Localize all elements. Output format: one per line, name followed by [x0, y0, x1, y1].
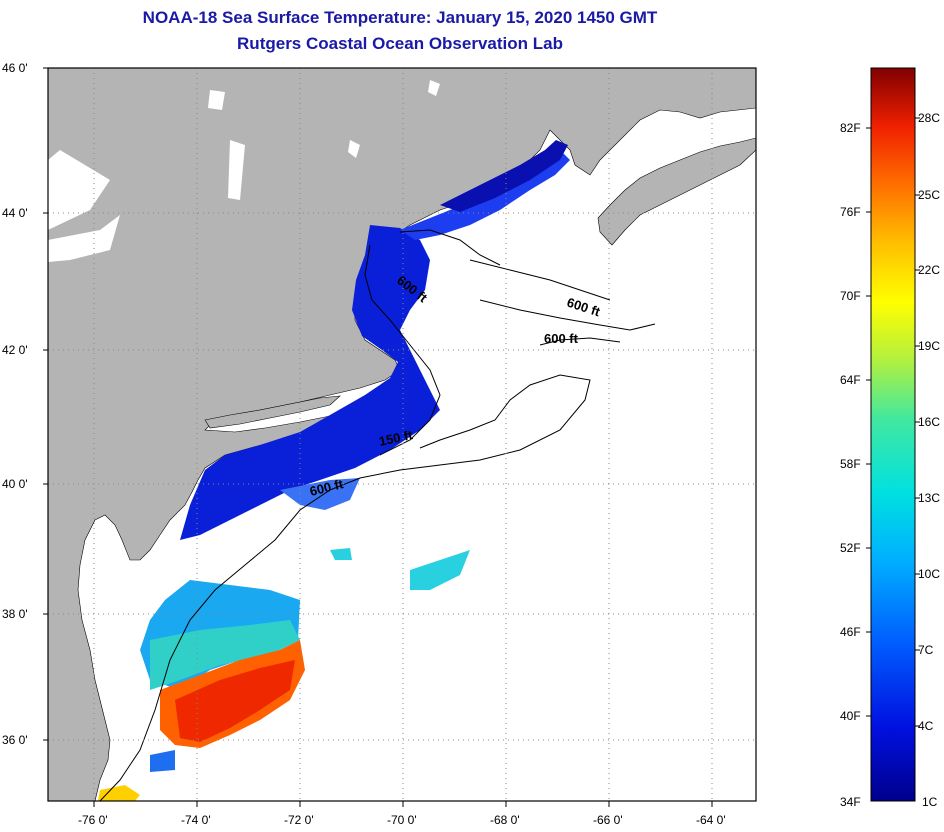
colorbar-c-label: 19C [918, 339, 940, 353]
lon-label: -64 0' [696, 813, 726, 827]
contour-label: 600 ft [544, 331, 579, 346]
map-subtitle: Rutgers Coastal Ocean Observation Lab [237, 34, 563, 53]
colorbar-c-label: 22C [918, 263, 940, 277]
lon-label: -76 0' [78, 813, 108, 827]
colorbar-f-label: 64F [840, 373, 861, 387]
colorbar-f-label: 58F [840, 457, 861, 471]
lon-label: -74 0' [181, 813, 211, 827]
colorbar-c-label: 7C [918, 643, 934, 657]
lat-label: 38 0' [2, 607, 28, 621]
colorbar-c-label: 25C [918, 188, 940, 202]
lat-label: 36 0' [2, 733, 28, 747]
map-title: NOAA-18 Sea Surface Temperature: January… [142, 8, 658, 27]
colorbar-f-label: 52F [840, 541, 861, 555]
lat-label: 40 0' [2, 477, 28, 491]
contour-label: 150 ft [378, 427, 415, 449]
colorbar-c-label: 4C [918, 719, 934, 733]
land-long-island [204, 395, 341, 429]
colorbar-c-label: 13C [918, 491, 940, 505]
colorbar-f-label: 76F [840, 205, 861, 219]
colorbar-c-label: 1C [922, 795, 938, 809]
land-nova-scotia [597, 137, 756, 246]
lat-label: 46 0' [2, 61, 28, 75]
colorbar-f-label: 34F [840, 795, 861, 809]
colorbar-f-label: 82F [840, 121, 861, 135]
graticule [48, 68, 756, 801]
lon-label: -70 0' [387, 813, 417, 827]
colorbar [870, 67, 916, 802]
map-frame [47, 67, 757, 802]
colorbar-f-label: 40F [840, 709, 861, 723]
lon-label: -66 0' [593, 813, 623, 827]
lon-label: -68 0' [490, 813, 520, 827]
colorbar-c-label: 16C [918, 415, 940, 429]
colorbar-c-label: 28C [918, 111, 940, 125]
colorbar-f-label: 46F [840, 625, 861, 639]
depth-contours [99, 229, 656, 801]
lat-label: 42 0' [2, 343, 28, 357]
lat-label: 44 0' [2, 206, 28, 220]
lon-label: -72 0' [284, 813, 314, 827]
colorbar-c-label: 10C [918, 567, 940, 581]
colorbar-f-label: 70F [840, 289, 861, 303]
